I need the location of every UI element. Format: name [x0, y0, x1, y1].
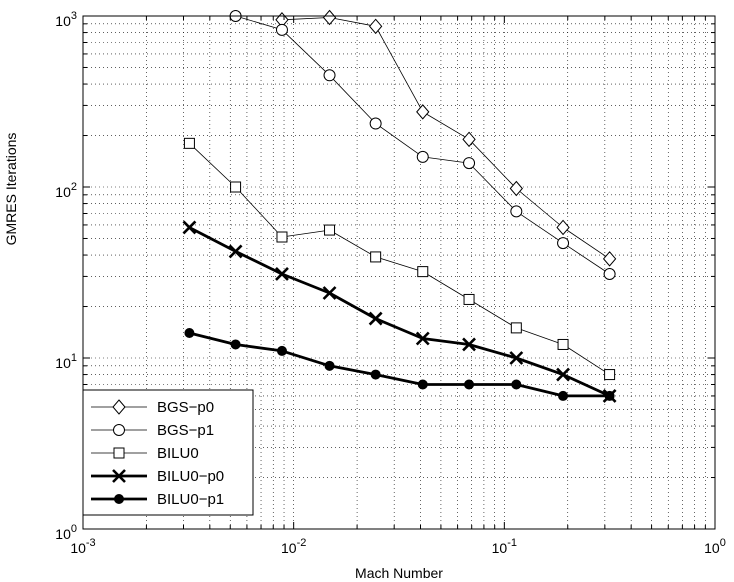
grid [83, 16, 715, 529]
data-point [184, 328, 195, 339]
data-point [370, 251, 382, 263]
data-point [509, 180, 523, 197]
data-point [462, 337, 476, 352]
data-point [462, 131, 476, 148]
data-point [417, 266, 429, 278]
data-point [230, 181, 242, 193]
legend-marker [112, 469, 126, 483]
data-point [417, 379, 428, 390]
ticks [82, 15, 716, 530]
x-axis-label: Mach Number [355, 565, 443, 581]
series-1 [275, 9, 617, 267]
legend-label: BGS−p0 [157, 399, 214, 416]
data-point [510, 322, 522, 334]
series-4 [182, 220, 617, 403]
data-point [276, 345, 287, 356]
data-point [463, 293, 475, 305]
series-5 [184, 328, 615, 401]
legend-marker [114, 494, 124, 504]
axes [82, 15, 716, 530]
data-point [275, 267, 289, 281]
series-2 [229, 10, 616, 280]
y-tick-label: 100 [55, 523, 77, 542]
data-point [604, 390, 615, 401]
data-point [182, 220, 197, 235]
data-point [603, 267, 616, 280]
data-point [276, 231, 288, 243]
x-tick-label: 10-3 [70, 537, 95, 556]
legend-label: BILU0−p0 [157, 468, 224, 485]
data-point [463, 157, 476, 170]
legend-label: BILU0 [157, 445, 199, 462]
y-axis-label: GMRES Iterations [3, 133, 19, 246]
data-point [602, 251, 617, 267]
data-point [509, 351, 524, 365]
data-point [370, 369, 381, 380]
legend-entry: BILU0−p1 [91, 491, 224, 508]
series-layer [182, 9, 617, 403]
tick-labels: 10-3 10-2 10-1 100 100 101 102 103 [55, 10, 726, 556]
legend-marker [112, 399, 126, 415]
legend-entry: BGS−p0 [91, 399, 214, 416]
x-tick-label: 10-1 [492, 537, 517, 556]
series-line [189, 143, 610, 375]
data-point [323, 69, 336, 82]
data-point [324, 360, 335, 371]
series-line [189, 331, 610, 398]
data-point [230, 339, 241, 350]
data-point [464, 379, 475, 390]
data-point [369, 117, 382, 130]
series-line [188, 226, 611, 398]
data-point [510, 205, 523, 218]
legend-entry: BILU0−p0 [91, 468, 224, 485]
data-point [416, 104, 430, 120]
data-point [558, 390, 569, 401]
series-line [281, 17, 610, 260]
legend: BGS−p0 BGS−p1 BILU0 BILU0−p0 BILU0−p1 [82, 389, 254, 516]
data-point [556, 367, 570, 382]
data-point [604, 369, 616, 381]
legend-entry: BILU0 [91, 445, 199, 462]
data-point [557, 338, 569, 350]
legend-entry: BGS−p1 [91, 422, 214, 439]
data-point [511, 379, 522, 390]
data-point [275, 23, 288, 36]
data-point [415, 331, 430, 346]
legend-marker [113, 447, 125, 459]
legend-marker [113, 424, 125, 436]
data-point [322, 286, 337, 300]
data-point [183, 137, 195, 149]
data-point [368, 18, 383, 35]
plot-frame [82, 15, 716, 530]
data-point [416, 150, 429, 163]
legend-label: BILU0−p1 [157, 491, 224, 508]
x-tick-label: 10-2 [281, 537, 306, 556]
series-3 [183, 137, 616, 381]
data-point [324, 224, 336, 236]
legend-box [82, 389, 254, 516]
x-tick-label: 100 [704, 537, 726, 556]
data-point [322, 9, 337, 26]
legend-label: BGS−p1 [157, 422, 214, 439]
data-point [557, 237, 570, 250]
data-point [368, 311, 383, 326]
y-tick-label: 103 [55, 10, 77, 29]
data-point [228, 244, 243, 259]
y-tick-label: 102 [55, 181, 77, 200]
y-tick-label: 101 [55, 352, 77, 371]
data-point [556, 219, 570, 236]
